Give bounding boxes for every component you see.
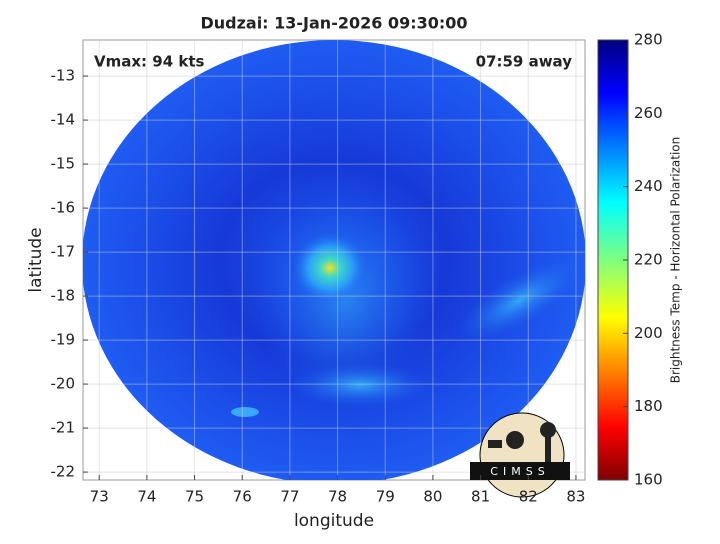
y-tick-label: -22 (51, 463, 76, 481)
rain-band (458, 258, 582, 342)
colorbar-tick-label: 240 (634, 177, 663, 195)
y-axis-label: latitude (26, 227, 46, 292)
x-tick-label: 75 (185, 488, 204, 506)
colorbar-tick-label: 220 (634, 251, 663, 269)
cloud (231, 407, 259, 417)
colorbar-tick-label: 260 (634, 104, 663, 122)
grid (83, 40, 585, 480)
x-tick-label: 80 (423, 488, 442, 506)
x-tick-label: 77 (280, 488, 299, 506)
vmax-label: Vmax: 94 kts (94, 53, 204, 71)
y-tick-label: -19 (51, 331, 76, 349)
y-tick-label: -18 (51, 287, 76, 305)
colorbar-tick-label: 160 (634, 471, 663, 489)
colorbar-label: Brightness Temp - Horizontal Polarizatio… (669, 137, 683, 384)
y-tick-label: -13 (51, 67, 76, 85)
y-tick-label: -15 (51, 155, 76, 173)
y-tick-label: -14 (51, 111, 76, 129)
x-tick-label: 74 (137, 488, 156, 506)
x-tick-label: 83 (566, 488, 585, 506)
x-tick-label: 82 (519, 488, 538, 506)
logo: CIMSS (470, 412, 570, 498)
x-tick-label: 73 (90, 488, 109, 506)
satellite-image (83, 40, 585, 480)
colorbar-tick-label: 180 (634, 397, 663, 415)
x-tick-label: 79 (376, 488, 395, 506)
title: Dudzai: 13-Jan-2026 09:30:00 (200, 14, 467, 33)
colorbar-tick-label: 200 (634, 324, 663, 342)
y-tick-label: -17 (51, 243, 76, 261)
colorbar-tick-label: 280 (634, 31, 663, 49)
x-axis-label: longitude (294, 511, 374, 531)
y-tick-label: -16 (51, 199, 76, 217)
x-tick-label: 81 (471, 488, 490, 506)
x-tick-label: 76 (233, 488, 252, 506)
logo-text: CIMSS (490, 465, 549, 478)
x-tick-label: 78 (328, 488, 347, 506)
time-label: 07:59 away (476, 53, 573, 71)
y-tick-label: -20 (51, 375, 76, 393)
eye (292, 232, 368, 304)
y-tick-label: -21 (51, 419, 76, 437)
rain-band (290, 363, 430, 407)
